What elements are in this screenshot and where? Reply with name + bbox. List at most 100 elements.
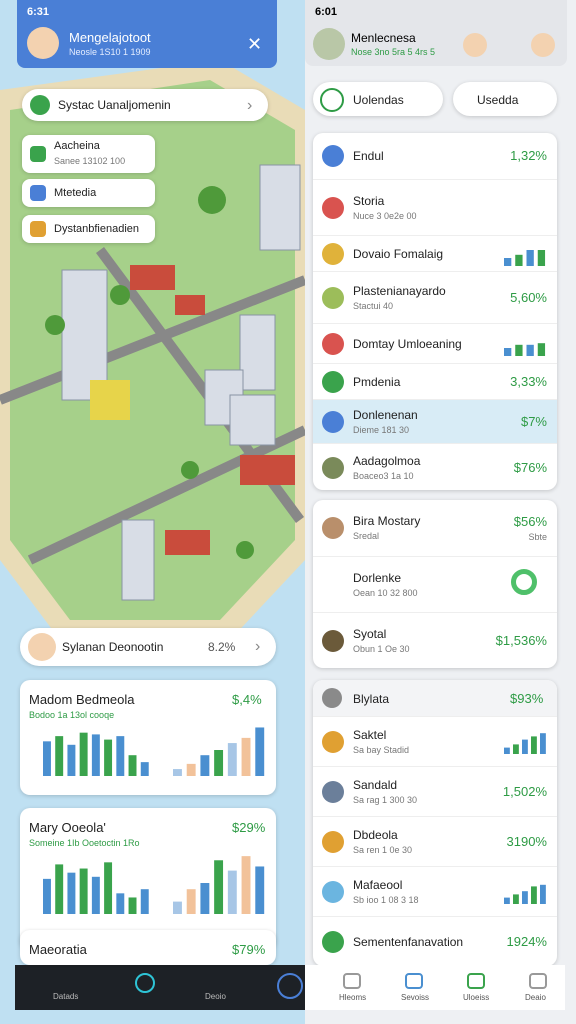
nav-icon[interactable] xyxy=(277,973,303,999)
nav-label[interactable]: Datads xyxy=(53,992,79,1001)
row-sub: Sa bay Stadid xyxy=(353,745,410,755)
list-row[interactable]: Dbdeola Sa ren 1 0e 30 3190% xyxy=(313,816,557,866)
nav-icon[interactable] xyxy=(343,973,361,989)
row-icon xyxy=(322,731,344,753)
bar xyxy=(241,737,251,776)
dropdown[interactable]: Uolendas xyxy=(313,82,443,116)
avatar xyxy=(27,27,59,59)
row-sub: Boaceo3 1a 10 xyxy=(353,470,414,481)
close-button[interactable]: ✕ xyxy=(247,34,263,54)
mini-chart xyxy=(173,856,265,914)
list-card: Endul 1,32% Storia Nuce 3 0e2e 00 Dovaio Fom… xyxy=(313,133,557,490)
mini-chart xyxy=(504,343,546,356)
row-sub: Nuce 3 0e2e 00 xyxy=(353,211,417,221)
list-row[interactable]: Plastenianayardo Stactui 40 5,60% xyxy=(313,271,557,323)
row-sub: Sa ren 1 0e 30 xyxy=(353,845,413,855)
row-icon xyxy=(322,145,344,167)
mini-chart xyxy=(504,884,546,904)
list-row[interactable]: Syotal Obun 1 Oe 30 $1,536% xyxy=(313,612,557,668)
chip[interactable]: Mtetedia xyxy=(22,179,155,207)
row-icon xyxy=(322,831,344,853)
nav-icon[interactable] xyxy=(529,973,547,989)
row-title: Domtay Umloeaning xyxy=(353,337,462,351)
row-icon xyxy=(322,411,344,433)
list-row[interactable]: Sandald Sa rag 1 300 30 1,502% xyxy=(313,766,557,816)
chip-sub: Sanee 13102 100 xyxy=(54,156,126,166)
bar xyxy=(200,883,210,914)
row-value: $76% xyxy=(513,459,547,475)
chart-card: Madom Bedmeola $,4% Bodoo 1a 13ol cooqe xyxy=(20,680,276,795)
mini-chart xyxy=(504,250,546,266)
card-sub: Bodoo 1a 13ol cooqe xyxy=(29,710,115,720)
chip[interactable]: Dystanbfienadien xyxy=(22,215,155,243)
list-row[interactable]: Sementenfanavation 1924% xyxy=(313,916,557,966)
header-sub: Neosle 1S10 1 1909 xyxy=(69,47,151,57)
list-row[interactable]: Mafaeool Sb ioo 1 08 3 18 xyxy=(313,866,557,916)
bar xyxy=(67,872,76,914)
row-icon xyxy=(322,197,344,219)
card-sub: Someine 1Ib Ooetoctin 1Ro xyxy=(29,838,140,848)
chip[interactable]: Aacheina Sanee 13102 100 xyxy=(22,135,155,173)
left-nav: Datads Deoio xyxy=(15,965,305,1010)
nav-icon[interactable] xyxy=(405,973,423,989)
nav-label[interactable]: Deoio xyxy=(205,992,226,1001)
list-row[interactable]: Pmdenia 3,33% xyxy=(313,363,557,399)
card-title: Maeoratia xyxy=(29,942,87,957)
left-header: 6:31 Mengelajotoot Neosle 1S10 1 1909 ✕ xyxy=(17,0,277,68)
bar xyxy=(173,769,182,776)
nav-label[interactable]: Hleoms xyxy=(339,993,367,1002)
bar xyxy=(255,866,265,914)
row-sub: Dieme 181 30 xyxy=(353,425,410,435)
bar xyxy=(140,889,149,914)
chip-title: Mtetedia xyxy=(54,187,97,199)
row-title: Sandald xyxy=(353,778,398,792)
list-row[interactable]: Saktel Sa bay Stadid xyxy=(313,716,557,766)
bar xyxy=(241,856,251,914)
avatar xyxy=(531,33,555,57)
bar xyxy=(173,901,182,914)
row-title: Sementenfanavation xyxy=(353,935,464,949)
nav-label[interactable]: Sevoiss xyxy=(401,993,430,1002)
mini-chart xyxy=(504,733,546,754)
list-row[interactable]: Donlenenan Dieme 181 30 $7% xyxy=(313,399,557,443)
bar xyxy=(227,870,237,914)
bar xyxy=(537,343,546,356)
bar xyxy=(116,893,125,914)
chip-title: Dystanbfienadien xyxy=(54,223,140,235)
pinned-value: 8.2% xyxy=(208,640,236,654)
nav-label[interactable]: Uloeiss xyxy=(463,993,490,1002)
button[interactable]: Usedda xyxy=(453,82,557,116)
header-title: Mengelajotoot xyxy=(69,30,151,45)
list-row[interactable]: Dovaio Fomalaig xyxy=(313,235,557,271)
row-title: Storia xyxy=(353,194,385,208)
search-bar[interactable]: Systac Uanaljomenin › xyxy=(22,89,268,121)
list-row[interactable]: Aadagolmoa Boaceo3 1a 10 $76% xyxy=(313,443,557,490)
bar xyxy=(526,250,534,266)
list-row[interactable]: Endul 1,32% xyxy=(313,133,557,179)
nav-label[interactable]: Deaio xyxy=(525,993,546,1002)
dropdown-text: Uolendas xyxy=(353,93,404,107)
nav-icon[interactable] xyxy=(467,973,485,989)
row-icon xyxy=(322,574,344,596)
row-icon xyxy=(322,287,344,309)
bar xyxy=(104,739,113,776)
list-row[interactable]: Dorlenke Oean 10 32 800 xyxy=(313,556,557,612)
row-sub: Obun 1 Oe 30 xyxy=(353,644,410,654)
nav-icon[interactable] xyxy=(135,973,155,993)
bar xyxy=(515,254,523,266)
chip-icon xyxy=(30,185,46,201)
chevron: › xyxy=(255,638,261,655)
pinned-row[interactable]: Sylanan Deonootin 8.2% › xyxy=(20,628,276,666)
bar xyxy=(504,747,510,754)
chart-card: Mary Ooeola' $29% Someine 1Ib Ooetoctin 1R… xyxy=(20,808,276,950)
list-row[interactable]: Domtay Umloeaning xyxy=(313,323,557,363)
list-row[interactable]: Bira Mostary Sredal $56% Sbte xyxy=(313,500,557,556)
donut xyxy=(511,569,537,595)
bar xyxy=(55,864,64,914)
row-sub: Stactui 40 xyxy=(353,301,394,311)
row-sub: Oean 10 32 800 xyxy=(353,588,418,598)
list-row[interactable]: Storia Nuce 3 0e2e 00 xyxy=(313,179,557,235)
row-value: 3190% xyxy=(506,834,547,849)
bar xyxy=(513,744,519,754)
